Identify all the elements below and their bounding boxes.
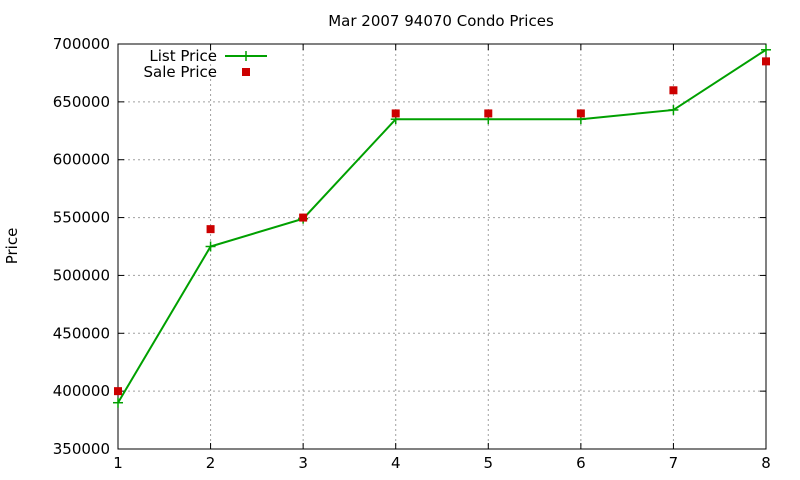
- series-sale-price: [114, 57, 770, 396]
- list-price-point: [205, 241, 216, 252]
- x-tick-label: 4: [391, 454, 401, 472]
- x-tick-label: 7: [669, 454, 679, 472]
- x-tick-label: 8: [761, 454, 771, 472]
- grid-lines: [118, 44, 766, 449]
- sale-price-point: [762, 57, 770, 66]
- legend-square-swatch: [242, 68, 250, 76]
- axis-ticks: 350000 400000 450000 500000 550000 600000 6500…: [53, 35, 771, 472]
- legend-entry: List Price: [149, 47, 267, 65]
- sale-price-point: [114, 387, 122, 396]
- y-tick-label: 650000: [53, 93, 110, 111]
- y-tick-label: 350000: [53, 440, 110, 458]
- y-tick-label: 600000: [53, 151, 110, 169]
- y-tick-label: 400000: [53, 382, 110, 400]
- legend-label: List Price: [149, 47, 217, 65]
- list-price-point: [668, 104, 679, 115]
- y-tick-label: 500000: [53, 266, 110, 284]
- x-tick-label: 5: [484, 454, 494, 472]
- list-price-point: [113, 397, 123, 408]
- x-tick-label: 3: [298, 454, 308, 472]
- chart-title: Mar 2007 94070 Condo Prices: [328, 12, 554, 30]
- y-axis-label: Price: [3, 228, 21, 265]
- list-price-point: [761, 44, 771, 55]
- x-tick-label: 2: [206, 454, 216, 472]
- list-price-line: [117, 48, 767, 404]
- x-tick-label: 1: [113, 454, 123, 472]
- plot-frame: [117, 43, 767, 450]
- legend-cross-swatch: [241, 51, 251, 61]
- sale-price-point: [484, 109, 493, 118]
- series-layer: [113, 44, 771, 408]
- y-tick-label: 700000: [53, 35, 110, 53]
- legend-label: Sale Price: [144, 63, 217, 81]
- sale-price-point: [299, 213, 308, 222]
- y-tick-label: 450000: [53, 324, 110, 342]
- sale-price-point: [206, 225, 215, 234]
- y-tick-label: 550000: [53, 209, 110, 227]
- legend-entry: Sale Price: [144, 63, 250, 81]
- sale-price-point: [576, 109, 585, 118]
- sale-price-point: [669, 86, 678, 95]
- x-tick-label: 6: [576, 454, 586, 472]
- sale-price-point: [391, 109, 400, 118]
